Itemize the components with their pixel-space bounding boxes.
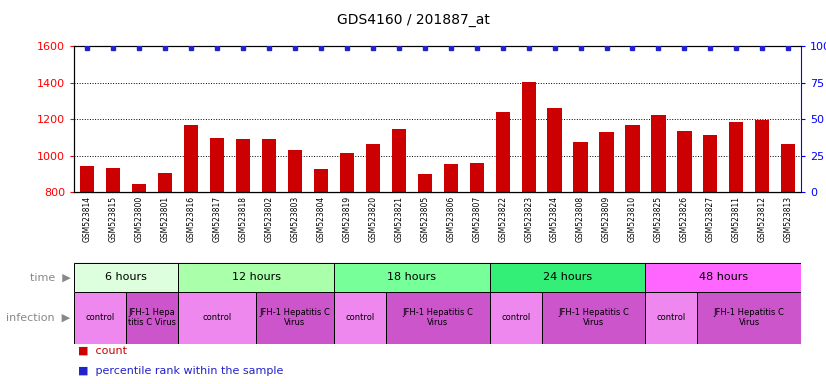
- Bar: [178, 292, 256, 344]
- Text: control: control: [657, 313, 686, 322]
- Text: GSM523807: GSM523807: [472, 195, 482, 242]
- Text: ■  count: ■ count: [78, 345, 127, 355]
- Bar: [573, 142, 588, 192]
- Text: 6 hours: 6 hours: [106, 272, 147, 283]
- Text: JFH-1 Hepatitis C
Virus: JFH-1 Hepatitis C Virus: [558, 308, 629, 328]
- Text: GSM523822: GSM523822: [498, 195, 507, 242]
- Bar: [314, 169, 328, 192]
- Text: 18 hours: 18 hours: [387, 272, 436, 283]
- Bar: [490, 292, 542, 344]
- Bar: [262, 139, 276, 192]
- Text: GSM523823: GSM523823: [525, 195, 533, 242]
- Text: JFH-1 Hepatitis C
Virus: JFH-1 Hepatitis C Virus: [714, 308, 785, 328]
- Text: GSM523809: GSM523809: [602, 195, 611, 242]
- Text: GSM523804: GSM523804: [316, 195, 325, 242]
- Bar: [496, 112, 510, 192]
- Text: GDS4160 / 201887_at: GDS4160 / 201887_at: [336, 13, 490, 27]
- Bar: [392, 129, 406, 192]
- Text: 12 hours: 12 hours: [231, 272, 281, 283]
- Text: GSM523808: GSM523808: [576, 195, 585, 242]
- Text: GSM523811: GSM523811: [732, 195, 741, 242]
- Bar: [256, 292, 334, 344]
- Text: GSM523817: GSM523817: [212, 195, 221, 242]
- Text: GSM523827: GSM523827: [706, 195, 714, 242]
- Bar: [652, 115, 666, 192]
- Text: GSM523815: GSM523815: [109, 195, 118, 242]
- Bar: [74, 292, 126, 344]
- Text: control: control: [86, 313, 115, 322]
- Bar: [703, 136, 718, 192]
- Text: GSM523816: GSM523816: [187, 195, 196, 242]
- Bar: [755, 120, 770, 192]
- Text: GSM523803: GSM523803: [291, 195, 300, 242]
- Bar: [548, 108, 562, 192]
- Text: control: control: [202, 313, 232, 322]
- Bar: [80, 167, 94, 192]
- Text: GSM523826: GSM523826: [680, 195, 689, 242]
- Text: JFH-1 Hepatitis C
Virus: JFH-1 Hepatitis C Virus: [402, 308, 473, 328]
- Bar: [288, 150, 302, 192]
- Text: GSM523820: GSM523820: [368, 195, 377, 242]
- Bar: [677, 131, 691, 192]
- Bar: [178, 263, 334, 292]
- Bar: [386, 292, 490, 344]
- Text: GSM523802: GSM523802: [264, 195, 273, 242]
- Text: JFH-1 Hepatitis C
Virus: JFH-1 Hepatitis C Virus: [259, 308, 330, 328]
- Text: GSM523805: GSM523805: [420, 195, 430, 242]
- Bar: [339, 153, 354, 192]
- Text: GSM523814: GSM523814: [83, 195, 92, 242]
- Bar: [236, 139, 250, 192]
- Bar: [600, 132, 614, 192]
- Text: GSM523806: GSM523806: [446, 195, 455, 242]
- Bar: [645, 263, 801, 292]
- Text: JFH-1 Hepa
titis C Virus: JFH-1 Hepa titis C Virus: [128, 308, 176, 328]
- Text: 24 hours: 24 hours: [543, 272, 592, 283]
- Text: GSM523818: GSM523818: [239, 195, 248, 242]
- Bar: [334, 263, 490, 292]
- Text: 48 hours: 48 hours: [699, 272, 748, 283]
- Bar: [334, 292, 386, 344]
- Text: GSM523800: GSM523800: [135, 195, 144, 242]
- Text: ■  percentile rank within the sample: ■ percentile rank within the sample: [78, 366, 284, 376]
- Bar: [444, 164, 458, 192]
- Bar: [184, 126, 198, 192]
- Bar: [126, 292, 178, 344]
- Bar: [158, 173, 173, 192]
- Text: GSM523824: GSM523824: [550, 195, 559, 242]
- Text: time  ▶: time ▶: [30, 272, 71, 283]
- Bar: [106, 168, 121, 192]
- Bar: [366, 144, 380, 192]
- Text: control: control: [345, 313, 374, 322]
- Text: GSM523801: GSM523801: [161, 195, 169, 242]
- Bar: [490, 263, 645, 292]
- Text: GSM523821: GSM523821: [394, 195, 403, 242]
- Bar: [781, 144, 795, 192]
- Bar: [521, 82, 536, 192]
- Bar: [645, 292, 697, 344]
- Bar: [74, 263, 178, 292]
- Bar: [469, 163, 484, 192]
- Bar: [132, 184, 146, 192]
- Bar: [418, 174, 432, 192]
- Text: GSM523819: GSM523819: [343, 195, 351, 242]
- Text: GSM523825: GSM523825: [654, 195, 663, 242]
- Text: GSM523812: GSM523812: [757, 195, 767, 242]
- Text: control: control: [501, 313, 530, 322]
- Bar: [697, 292, 801, 344]
- Text: GSM523813: GSM523813: [784, 195, 793, 242]
- Bar: [625, 126, 639, 192]
- Bar: [210, 138, 225, 192]
- Bar: [729, 122, 743, 192]
- Text: GSM523810: GSM523810: [628, 195, 637, 242]
- Text: infection  ▶: infection ▶: [7, 313, 71, 323]
- Bar: [542, 292, 645, 344]
